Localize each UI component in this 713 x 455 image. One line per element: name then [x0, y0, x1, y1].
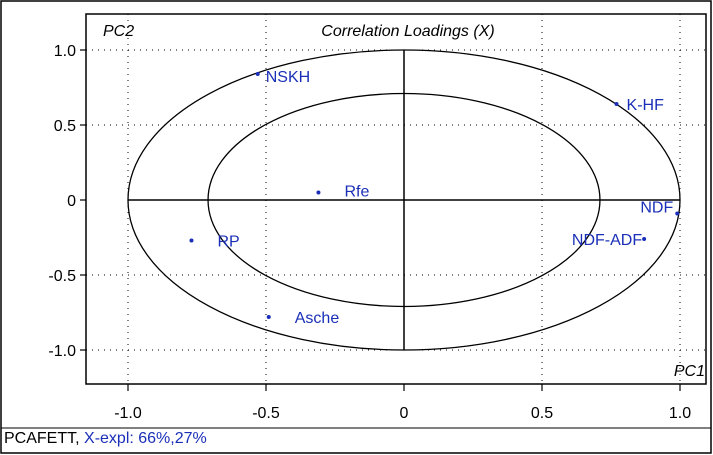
- y-tick-labels: 1.0 0.5 0 -0.5 -1.0: [48, 43, 86, 360]
- point-ndf-adf: [642, 237, 647, 241]
- y-axis-label: PC2: [103, 23, 134, 40]
- y-tick-label: 1.0: [54, 43, 76, 60]
- plot-area: [85, 13, 707, 385]
- x-tick-label: 0: [400, 405, 409, 422]
- x-tick-label: 0.5: [531, 405, 553, 422]
- point-label: NDF-ADF: [572, 232, 642, 249]
- point-label: Rfe: [344, 184, 369, 201]
- x-tick-label: 1.0: [669, 405, 691, 422]
- point-rfe: [316, 190, 321, 195]
- explained-variance: X-expl: 66%,27%: [84, 430, 207, 447]
- point-asche: [266, 315, 271, 319]
- point-label: NDF: [640, 200, 673, 217]
- point-nskh: [255, 72, 260, 76]
- y-tick-label: -1.0: [48, 343, 76, 360]
- point-ndf: [675, 211, 680, 216]
- x-tick-label: -0.5: [252, 405, 280, 422]
- y-tick-label: -0.5: [48, 268, 76, 285]
- x-axis-label: PC1: [674, 363, 705, 380]
- point-label: Asche: [295, 310, 340, 327]
- x-tick-label: -1.0: [114, 405, 142, 422]
- x-tick-labels: -1.0 -0.5 0 0.5 1.0: [114, 384, 691, 422]
- data-points: NSKH K-HF Rfe NDF RP NDF-ADF Asche: [189, 69, 680, 327]
- point-label: K-HF: [627, 97, 665, 114]
- point-rp: [189, 238, 194, 243]
- point-k-hf: [614, 102, 619, 106]
- y-tick-label: 0: [67, 193, 76, 210]
- point-label: RP: [217, 234, 239, 251]
- y-tick-label: 0.5: [54, 118, 76, 135]
- grid: [86, 14, 706, 384]
- axes: [128, 50, 680, 350]
- dataset-name: PCAFETT,: [4, 430, 80, 447]
- point-label: NSKH: [266, 69, 310, 86]
- chart-title: Correlation Loadings (X): [321, 23, 494, 40]
- status-bar: PCAFETT, X-expl: 66%,27%: [4, 430, 207, 448]
